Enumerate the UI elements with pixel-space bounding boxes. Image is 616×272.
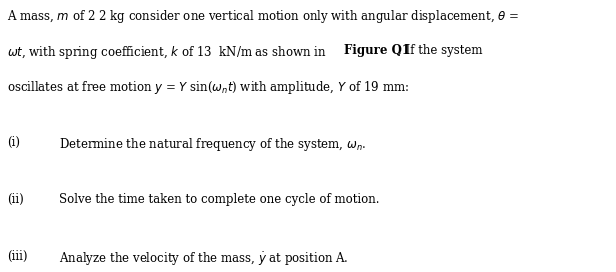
Text: $\omega t$, with spring coefficient, $k$ of 13  kN/m as shown in: $\omega t$, with spring coefficient, $k$…: [7, 44, 328, 61]
Text: (iii): (iii): [7, 250, 28, 263]
Text: Determine the natural frequency of the system, $\omega_n$.: Determine the natural frequency of the s…: [59, 136, 366, 153]
Text: Figure Q1: Figure Q1: [344, 44, 410, 57]
Text: . If the system: . If the system: [398, 44, 482, 57]
Text: A mass, $m$ of 2 2 kg consider one vertical motion only with angular displacemen: A mass, $m$ of 2 2 kg consider one verti…: [7, 8, 519, 25]
Text: Analyze the velocity of the mass, $\dot{y}$ at position A.: Analyze the velocity of the mass, $\dot{…: [59, 250, 348, 268]
Text: Solve the time taken to complete one cycle of motion.: Solve the time taken to complete one cyc…: [59, 193, 379, 206]
Text: (ii): (ii): [7, 193, 24, 206]
Text: (i): (i): [7, 136, 20, 149]
Text: oscillates at free motion $y$ = $Y$ sin($\omega_n t$) with amplitude, $Y$ of 19 : oscillates at free motion $y$ = $Y$ sin(…: [7, 79, 410, 96]
